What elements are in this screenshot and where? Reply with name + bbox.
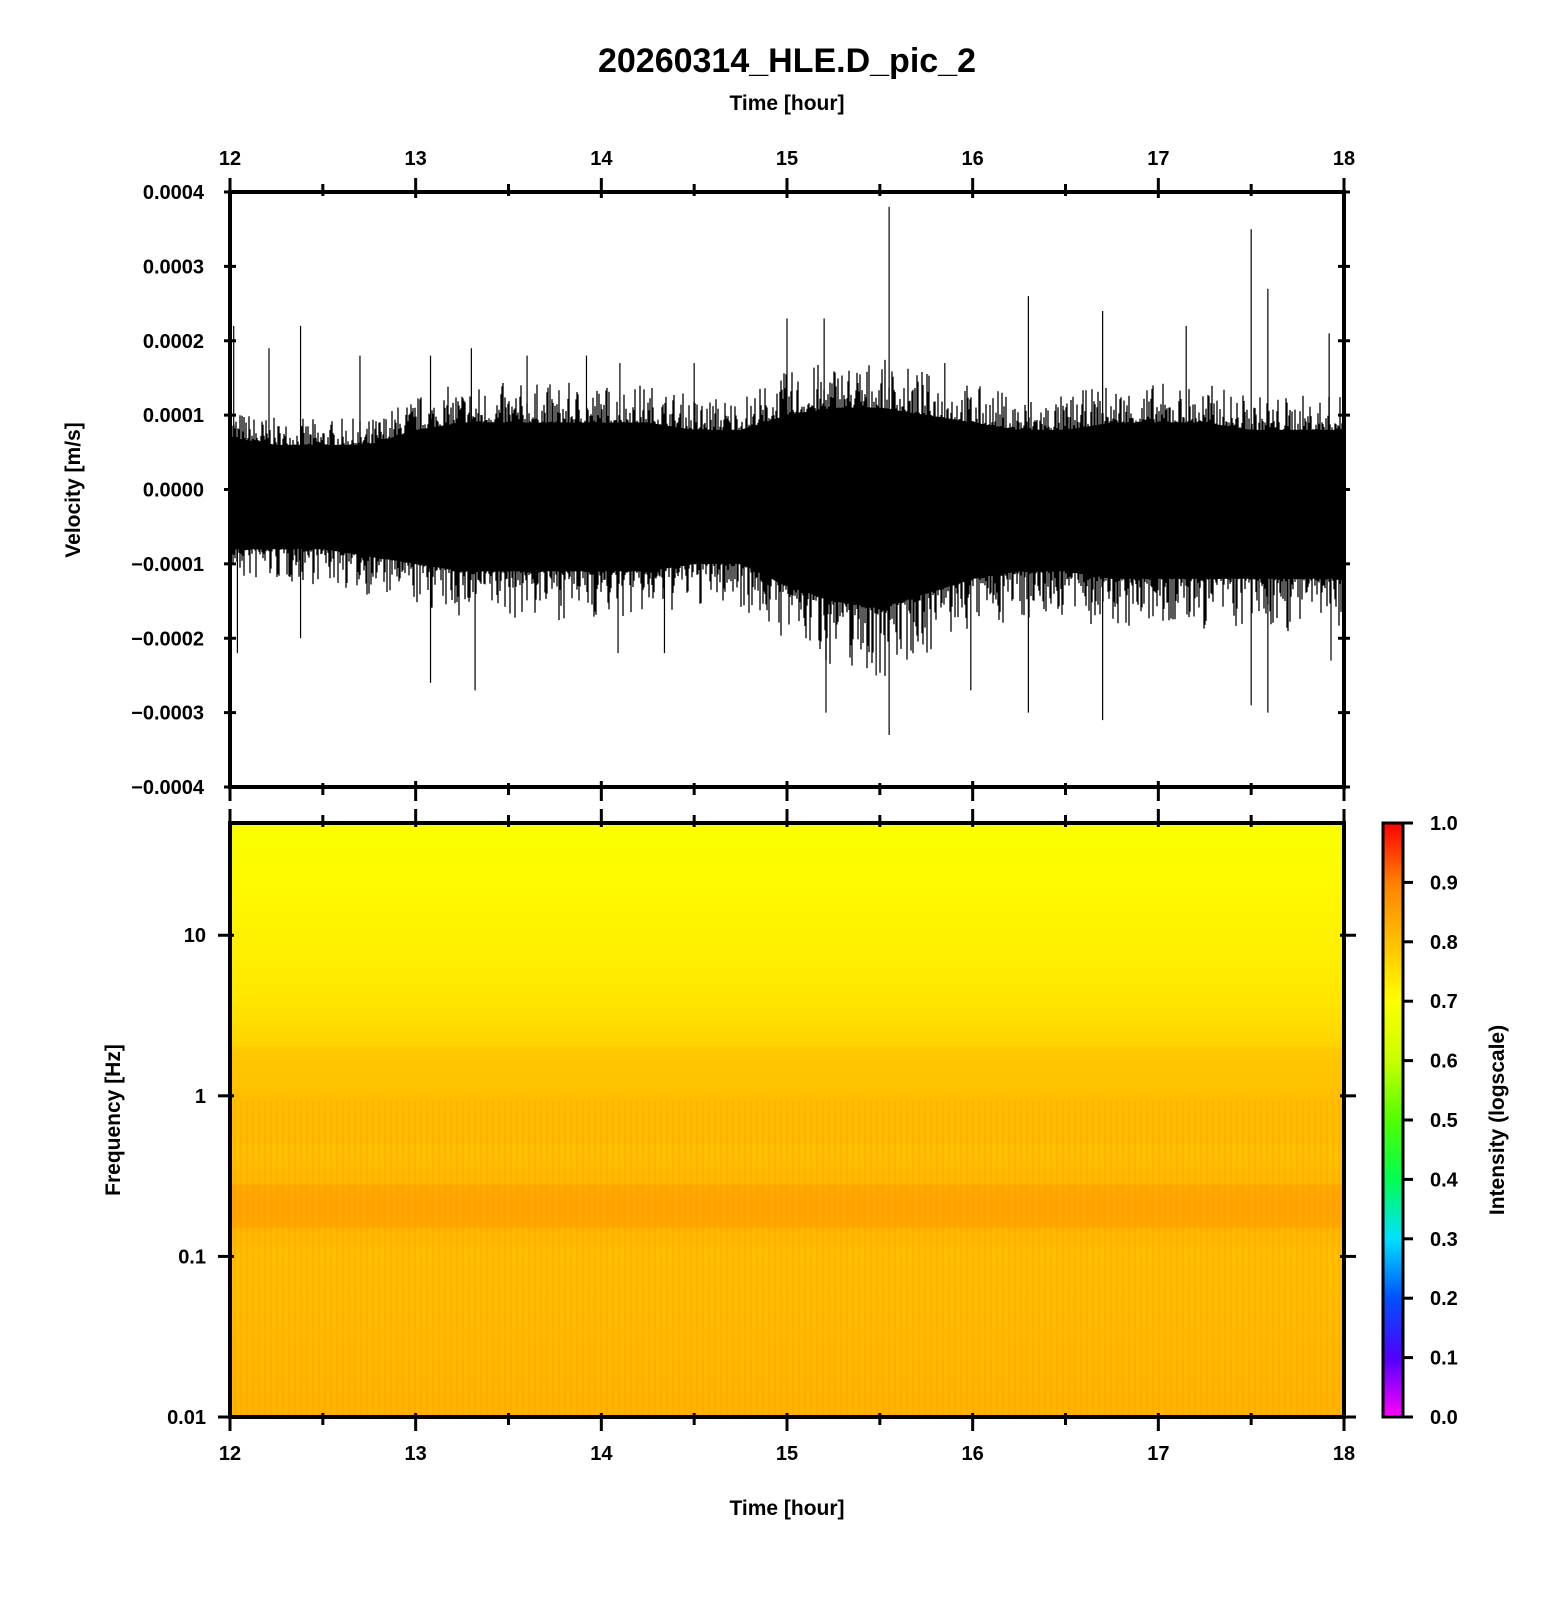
spectrogram-panel: 12 13 14 15 16 17 18 10 1 0.1 0.01 Time [hour] Fr…	[102, 809, 1356, 1520]
waveform-top-x-axis-label: Time [hour]	[729, 92, 844, 115]
spectrogram-x-axis-label: Time [hour]	[729, 1497, 844, 1520]
colorbar-gradient	[1381, 821, 1405, 1419]
waveform-y-tick-label: 0.0002	[143, 331, 204, 353]
waveform-x-tick-label: 12	[219, 148, 241, 170]
spectrogram-band	[230, 1184, 1344, 1229]
waveform-y-tick-label: −0.0003	[131, 703, 204, 725]
colorbar-label: Intensity (logscale)	[1486, 1025, 1509, 1215]
colorbar-tick-label: 0.9	[1430, 872, 1458, 894]
colorbar-tick-label: 0.3	[1430, 1229, 1458, 1251]
colorbar-ticks: 1.0 0.9 0.8 0.7 0.6 0.5 0.4 0.3 0.2 0.1 0.0	[1403, 813, 1459, 1429]
waveform-x-ticks: 12 13 14 15 16 17 18	[219, 148, 1355, 801]
spectrogram-y-axis-label: Frequency [Hz]	[102, 1044, 125, 1196]
waveform-y-ticks: 0.0004 0.0003 0.0002 0.0001 0.0000 −0.0001 −0.…	[131, 182, 1350, 799]
colorbar: 1.0 0.9 0.8 0.7 0.6 0.5 0.4 0.3 0.2 0.1 0.0 Intens…	[1381, 813, 1509, 1429]
spectrogram-y-tick-label: 0.01	[167, 1407, 206, 1429]
spectrogram-x-tick-label: 15	[776, 1443, 798, 1465]
spectrogram-x-tick-label: 13	[405, 1443, 427, 1465]
waveform-y-tick-label: 0.0001	[143, 405, 204, 427]
waveform-x-tick-label: 14	[590, 148, 613, 170]
colorbar-tick-label: 0.4	[1430, 1169, 1459, 1191]
spectrogram-x-tick-label: 14	[590, 1443, 613, 1465]
spectrogram-y-tick-label: 0.1	[178, 1246, 206, 1268]
waveform-y-tick-label: −0.0004	[131, 777, 205, 799]
colorbar-tick-label: 0.0	[1430, 1407, 1458, 1429]
waveform-x-tick-label: 18	[1333, 148, 1355, 170]
colorbar-tick-label: 0.1	[1430, 1348, 1458, 1370]
spectrogram-x-tick-label: 18	[1333, 1443, 1355, 1465]
waveform-trace	[230, 359, 1344, 676]
waveform-y-tick-label: 0.0000	[143, 480, 204, 502]
spectrogram-x-tick-label: 16	[962, 1443, 984, 1465]
spectrogram-texture	[230, 1100, 1344, 1417]
waveform-x-tick-label: 13	[405, 148, 427, 170]
waveform-x-tick-label: 17	[1147, 148, 1169, 170]
waveform-series	[230, 359, 1344, 676]
waveform-y-tick-label: −0.0001	[131, 554, 204, 576]
colorbar-tick-label: 0.5	[1430, 1110, 1458, 1132]
figure-title: 20260314_HLE.D_pic_2	[598, 42, 976, 80]
colorbar-tick-label: 0.7	[1430, 991, 1458, 1013]
colorbar-tick-label: 0.6	[1430, 1051, 1458, 1073]
waveform-x-tick-label: 16	[962, 148, 984, 170]
spectrogram-x-tick-label: 17	[1147, 1443, 1169, 1465]
colorbar-tick-label: 1.0	[1430, 813, 1458, 835]
spectrogram-y-tick-label: 1	[195, 1086, 206, 1108]
spectrogram-x-ticks: 12 13 14 15 16 17 18	[219, 809, 1355, 1465]
spectrogram-y-ticks: 10 1 0.1 0.01	[167, 925, 1356, 1429]
spectrogram-bands	[230, 1047, 1344, 1229]
waveform-panel: Time [hour] Velocity [m/s] 12 13 14 15 16 17 1…	[62, 92, 1355, 801]
waveform-y-axis-label: Velocity [m/s]	[62, 422, 85, 557]
waveform-x-tick-label: 15	[776, 148, 798, 170]
colorbar-tick-label: 0.8	[1430, 932, 1458, 954]
waveform-y-tick-label: −0.0002	[131, 628, 204, 650]
spectrogram-band	[230, 1047, 1344, 1145]
colorbar-tick-label: 0.2	[1430, 1288, 1458, 1310]
waveform-y-tick-label: 0.0004	[143, 182, 205, 204]
waveform-y-tick-label: 0.0003	[143, 256, 204, 278]
spectrogram-y-tick-label: 10	[184, 925, 206, 947]
spectrogram-x-tick-label: 12	[219, 1443, 241, 1465]
waveform-spikes	[233, 206, 1332, 735]
